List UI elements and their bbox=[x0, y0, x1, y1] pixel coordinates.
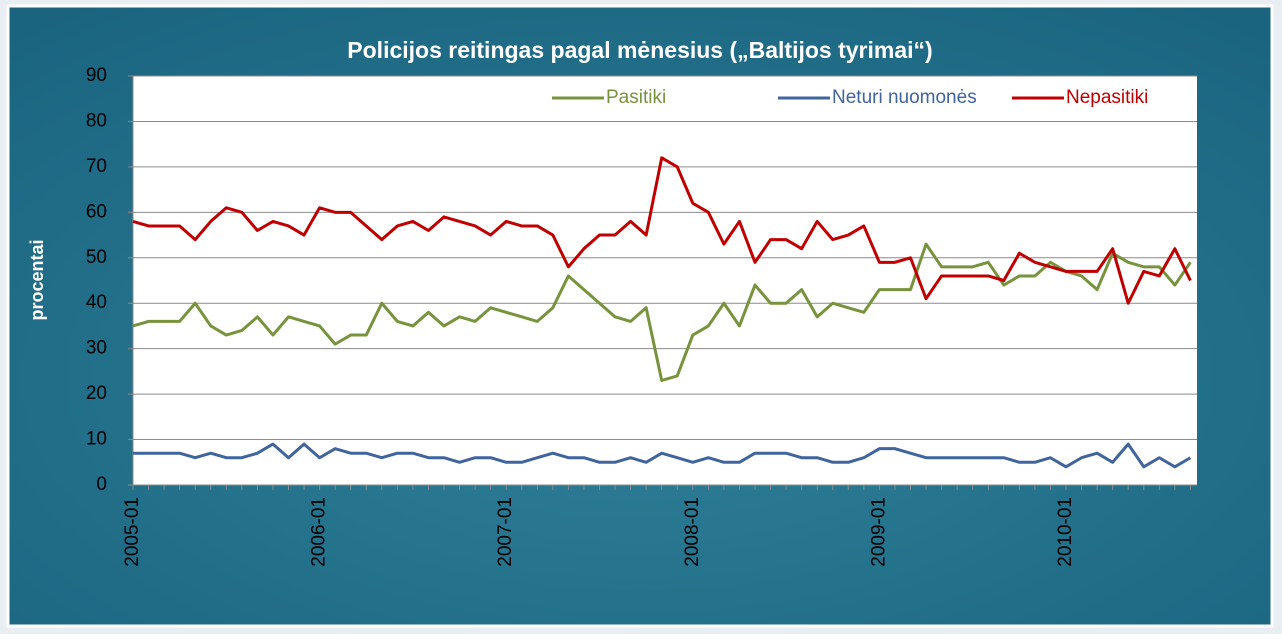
x-tick-label: 2006-01 bbox=[309, 497, 330, 567]
plot-area bbox=[133, 76, 1197, 485]
y-tick-label: 10 bbox=[86, 429, 107, 450]
y-tick-label: 20 bbox=[86, 383, 107, 404]
y-axis-label: procentai bbox=[27, 239, 47, 320]
line bbox=[132, 156, 1192, 305]
y-tick-label: 0 bbox=[96, 474, 107, 495]
legend-label: Pasitiki bbox=[606, 87, 666, 108]
x-tick-label: 2010-01 bbox=[1055, 497, 1076, 567]
y-tick-label: 90 bbox=[86, 65, 107, 86]
y-tick-label: 80 bbox=[86, 110, 107, 131]
x-tick-label: 2008-01 bbox=[682, 497, 703, 567]
legend-label: Neturi nuomonės bbox=[832, 87, 977, 108]
y-tick-label: 30 bbox=[86, 338, 107, 359]
x-tick-label: 2009-01 bbox=[868, 497, 889, 567]
line bbox=[132, 242, 1192, 382]
chart-title: Policijos reitingas pagal mėnesius („Bal… bbox=[347, 37, 932, 63]
legend-label: Nepasitiki bbox=[1066, 87, 1148, 108]
x-tick-label: 2005-01 bbox=[122, 497, 143, 567]
line bbox=[133, 442, 1192, 469]
y-tick-label: 60 bbox=[86, 201, 107, 222]
y-tick-label: 40 bbox=[86, 292, 107, 313]
y-tick-label: 50 bbox=[86, 247, 107, 268]
x-tick-label: 2007-01 bbox=[495, 497, 516, 567]
y-tick-label: 70 bbox=[86, 156, 107, 177]
